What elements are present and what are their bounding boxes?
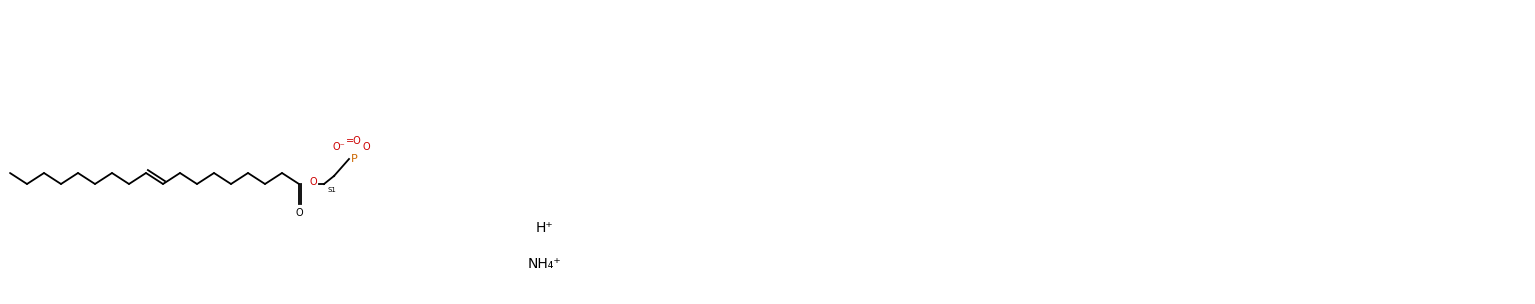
Text: O: O — [309, 177, 316, 187]
Text: P: P — [350, 154, 358, 164]
Text: O⁻: O⁻ — [333, 142, 345, 152]
Text: =O: =O — [345, 136, 362, 146]
Text: S1: S1 — [327, 187, 336, 193]
Text: NH₄⁺: NH₄⁺ — [528, 257, 562, 271]
Text: O: O — [362, 142, 370, 152]
Text: H⁺: H⁺ — [536, 221, 554, 235]
Text: O: O — [295, 208, 302, 218]
